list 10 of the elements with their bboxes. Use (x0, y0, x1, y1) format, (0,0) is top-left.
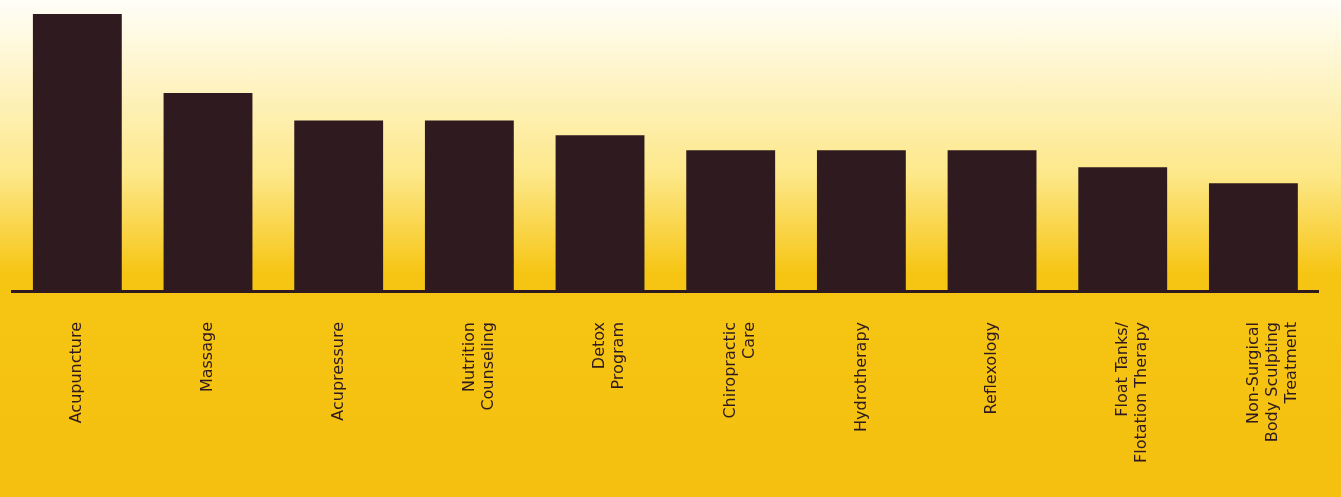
x-tick-label: Chiropractic Care (719, 321, 759, 419)
x-tick-label: Acupressure (327, 321, 347, 421)
x-tick-label: Float Tanks/ Flotation Therapy (1111, 321, 1151, 463)
x-tick-label: Detox Program (589, 321, 628, 390)
x-tick-label: Acupuncture (66, 321, 86, 424)
x-tick-label: Nutrition Counseling (458, 321, 497, 411)
x-tick-label: Massage (197, 321, 217, 393)
x-tick-label: Hydrotherapy (850, 321, 870, 432)
x-tick-label: Non-Surgical Body Sculpting Treatment (1242, 321, 1300, 443)
x-tick-label: Reflexology (981, 321, 1001, 415)
